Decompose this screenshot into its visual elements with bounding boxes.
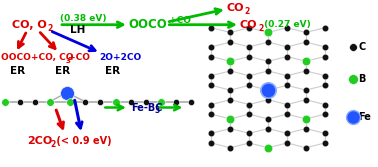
Text: +CO: +CO: [169, 16, 191, 25]
Text: +CO: +CO: [68, 52, 90, 61]
Text: OOCO: OOCO: [129, 18, 167, 31]
Text: 2: 2: [258, 24, 263, 33]
Text: 2O+2CO: 2O+2CO: [99, 52, 142, 61]
Text: 3: 3: [65, 58, 70, 64]
Text: ER: ER: [54, 66, 70, 76]
Text: ER: ER: [10, 66, 25, 76]
Text: (0.27 eV): (0.27 eV): [260, 20, 310, 29]
Text: Fe-BC: Fe-BC: [131, 103, 162, 113]
Text: 2CO: 2CO: [27, 136, 52, 146]
Text: Fe: Fe: [358, 112, 371, 122]
Text: CO: CO: [227, 3, 244, 13]
Text: 3: 3: [154, 106, 160, 115]
Text: CO, O: CO, O: [12, 20, 47, 30]
Text: CO: CO: [240, 20, 257, 30]
Text: C: C: [358, 42, 366, 52]
Text: 2: 2: [245, 7, 250, 16]
Text: B: B: [358, 73, 366, 84]
Text: (0.38 eV): (0.38 eV): [60, 14, 107, 23]
Text: (< 0.9 eV): (< 0.9 eV): [53, 136, 112, 146]
Text: ER: ER: [105, 66, 121, 76]
Text: LH: LH: [70, 25, 86, 35]
Text: 2: 2: [48, 24, 53, 33]
Text: 2: 2: [51, 140, 56, 149]
Text: OOCO+CO, CO: OOCO+CO, CO: [1, 52, 73, 61]
